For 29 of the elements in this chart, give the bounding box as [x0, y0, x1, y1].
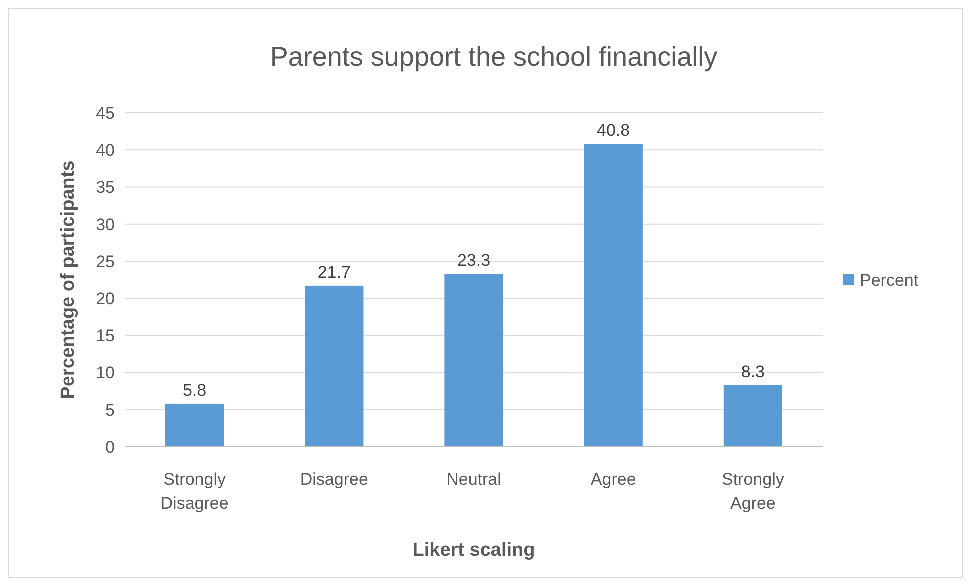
y-tick-label: 25	[96, 252, 115, 272]
data-label: 5.8	[182, 380, 207, 400]
bar	[165, 404, 224, 447]
y-tick-label: 10	[96, 364, 115, 383]
y-tick-label: 5	[106, 400, 115, 420]
y-tick-label: 0	[106, 438, 115, 457]
bar	[305, 286, 364, 447]
y-tick-label: 45	[96, 104, 115, 123]
x-tick-label: Strongly Agree	[722, 470, 785, 513]
x-tick-label: Disagree	[300, 470, 368, 489]
bar	[444, 274, 504, 447]
chart-title: Parents support the school financially	[270, 42, 718, 72]
x-axis-title: Likert scaling	[412, 540, 536, 561]
data-label: 8.3	[741, 362, 766, 382]
y-tick-label: 15	[96, 326, 115, 346]
legend-label: Percent	[860, 270, 919, 290]
data-label: 40.8	[597, 121, 630, 140]
y-tick-label: 35	[96, 178, 115, 198]
bar	[724, 385, 783, 447]
x-tick-label: Neutral	[446, 470, 502, 489]
x-tick-label: Strongly Disagree	[160, 470, 229, 513]
y-tick-label: 40	[96, 141, 115, 160]
y-axis-title: Percentage of participants	[58, 160, 79, 400]
bar	[584, 144, 643, 447]
y-tick-label: 30	[96, 215, 115, 234]
data-label: 23.3	[457, 251, 491, 270]
y-tick-label: 20	[96, 290, 115, 309]
data-label: 21.7	[318, 262, 351, 282]
x-tick-label: Agree	[590, 470, 636, 489]
